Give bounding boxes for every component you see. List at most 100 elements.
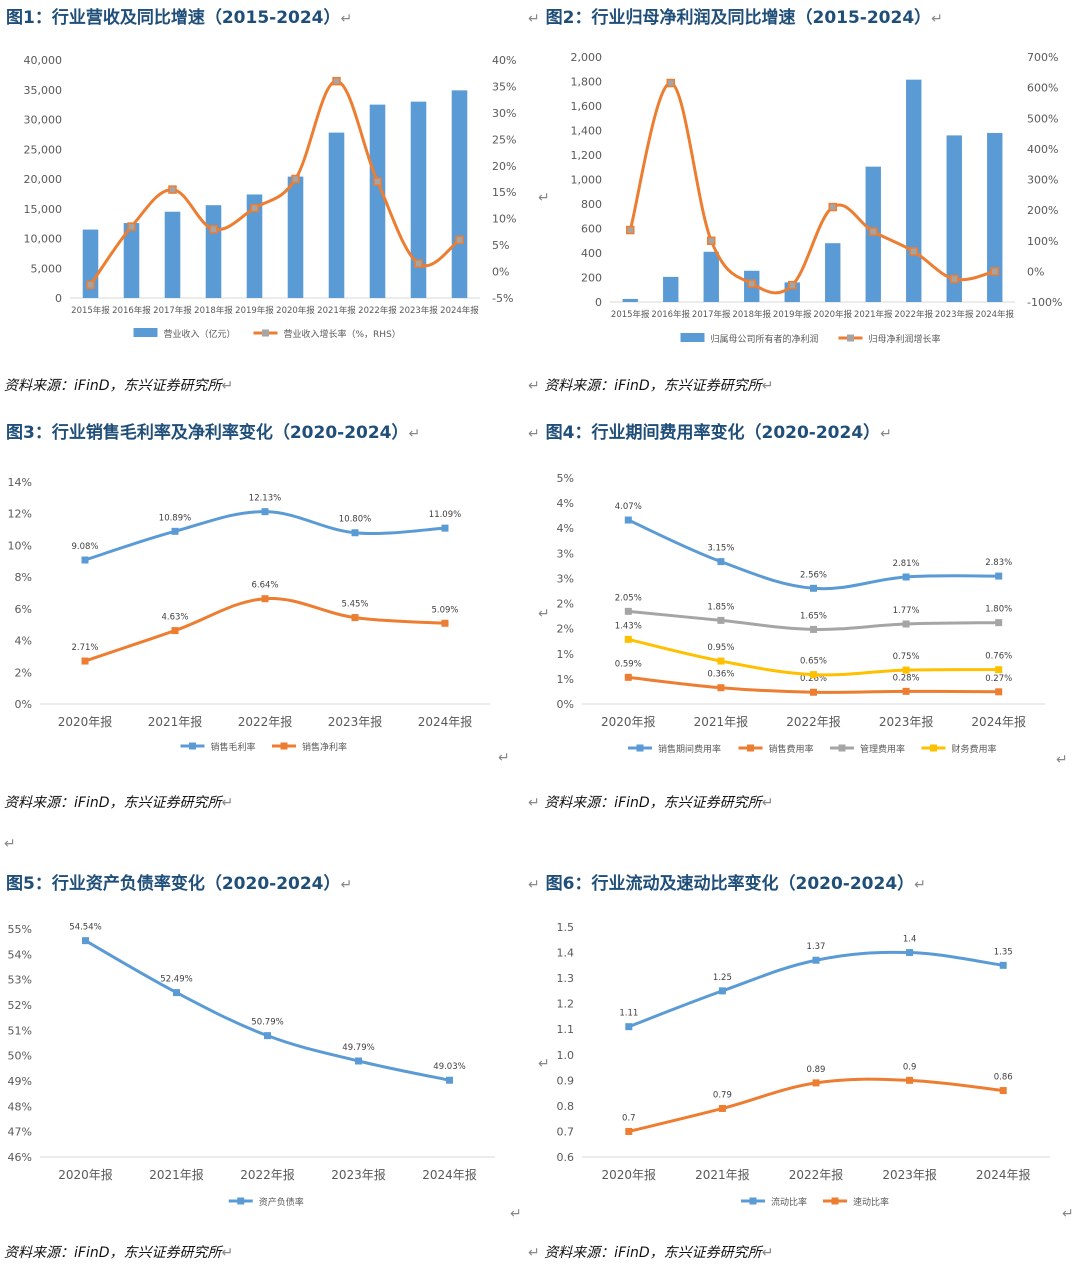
data-label: 12.13% [249,494,281,504]
y-tick-label: 5% [557,472,574,485]
bar [246,194,263,298]
paragraph-mark: ↵ [1062,1206,1074,1222]
data-point [828,202,837,212]
y-tick-label: 55% [8,923,32,936]
data-point [626,225,635,235]
data-point [717,684,725,692]
legend-marker [831,1197,839,1205]
data-point [441,619,449,627]
data-point [999,961,1007,969]
y-tick-label: 4% [557,522,574,535]
y-tick-label: 53% [8,974,32,987]
data-point [171,627,179,635]
data-label: 0.65% [800,657,827,667]
paragraph-mark: ↵ [4,836,16,852]
data-point [127,222,136,231]
y2-tick-label: 40% [492,54,516,67]
data-label: 2.56% [800,570,827,580]
x-tick-label: 2024年报 [971,714,1026,729]
legend-marker [838,744,846,752]
data-label: 50.79% [251,1018,283,1028]
data-label: 1.4 [903,935,917,945]
y-tick-label: 1,400 [571,125,603,138]
data-point [812,1079,820,1087]
bar [123,223,140,298]
y-tick-label: 1,800 [571,76,603,89]
legend-label: 归属母公司所有者的净利润 [711,333,819,345]
y-tick-label: 0.6 [557,1151,575,1164]
data-label: 0.59% [615,659,642,669]
data-point [624,673,632,681]
figure-4-source: ↵ 资料来源：iFinD，东兴证券研究所↵ [528,795,774,811]
y-tick-label: 49% [8,1075,32,1088]
data-label: 4.63% [161,613,188,623]
bar [328,132,345,298]
data-point [909,247,918,256]
y-tick-label: 15,000 [24,203,63,216]
data-label: 5.09% [431,605,458,615]
y-tick-label: 5,000 [31,262,63,275]
x-tick-label: 2020年报 [601,714,656,729]
y-tick-label: 46% [8,1151,32,1164]
data-point [810,584,817,592]
bar [369,104,386,298]
data-label: 0.79 [713,1090,732,1100]
data-point [332,76,341,86]
data-point [624,607,632,615]
data-label: 1.37 [807,942,826,952]
figure-3-title: 图3：行业销售毛利率及净利率变化（2020-2024）↵ [6,423,421,443]
data-point [718,987,726,995]
y-tick-label: 3% [557,572,574,585]
data-point [441,524,449,532]
x-tick-label: 2015年报 [71,305,110,316]
y-tick-label: 40,000 [24,54,63,67]
y-tick-label: 1% [557,673,574,686]
y-tick-label: 2% [557,623,574,636]
x-tick-label: 2022年报 [238,714,293,729]
data-label: 11.09% [429,510,461,520]
y-tick-label: 0% [15,698,32,711]
series-line [89,79,461,287]
legend-marker [280,742,288,750]
y-tick-label: 54% [8,948,32,961]
bar [205,205,222,298]
data-point [624,635,632,643]
x-tick-label: 2015年报 [611,309,650,320]
legend-marker [747,744,754,752]
data-label: 1.65% [800,611,827,621]
data-label: 1.11 [619,1009,638,1019]
figure-6-source: ↵ 资料来源：iFinD，东兴证券研究所↵ [528,1245,774,1261]
x-tick-label: 2021年报 [695,1167,750,1182]
data-point [810,671,817,679]
x-tick-label: 2021年报 [148,714,203,729]
legend-marker [262,329,269,337]
bar [663,276,679,302]
data-point [717,657,725,665]
data-point [902,620,910,628]
y-tick-label: 600 [581,223,602,236]
x-tick-label: 2024年报 [975,309,1014,320]
y-tick-label: 0.8 [557,1100,575,1113]
y-tick-label: 2% [15,666,32,679]
data-point [810,625,817,633]
y-tick-label: 10,000 [24,233,63,246]
y-tick-label: 12% [8,508,32,521]
x-tick-label: 2023年报 [328,714,383,729]
x-tick-label: 2016年报 [651,309,690,320]
y-tick-label: 1,200 [571,149,603,162]
data-label: 1.85% [707,602,734,612]
figure-1-source: 资料来源：iFinD，东兴证券研究所↵ [4,378,234,394]
chart-margin-rates: 0% 2% 4% 6% 8% 10% 12% 14% 2020年报 2021年报 2022年报 202… [8,476,490,753]
legend-marker [847,334,854,342]
data-point [810,688,817,696]
data-point [995,688,1003,696]
data-label: 49.79% [342,1043,374,1053]
series-line [627,1077,1005,1133]
y-tick-label: 1.5 [557,921,575,934]
data-point [666,78,675,88]
x-tick-label: 2017年报 [692,309,731,320]
y2-tick-label: 600% [1027,82,1058,95]
figure-5-source: 资料来源：iFinD，东兴证券研究所↵ [4,1245,234,1261]
x-tick-label: 2020年报 [602,1167,657,1182]
y2-tick-label: 35% [492,80,516,93]
